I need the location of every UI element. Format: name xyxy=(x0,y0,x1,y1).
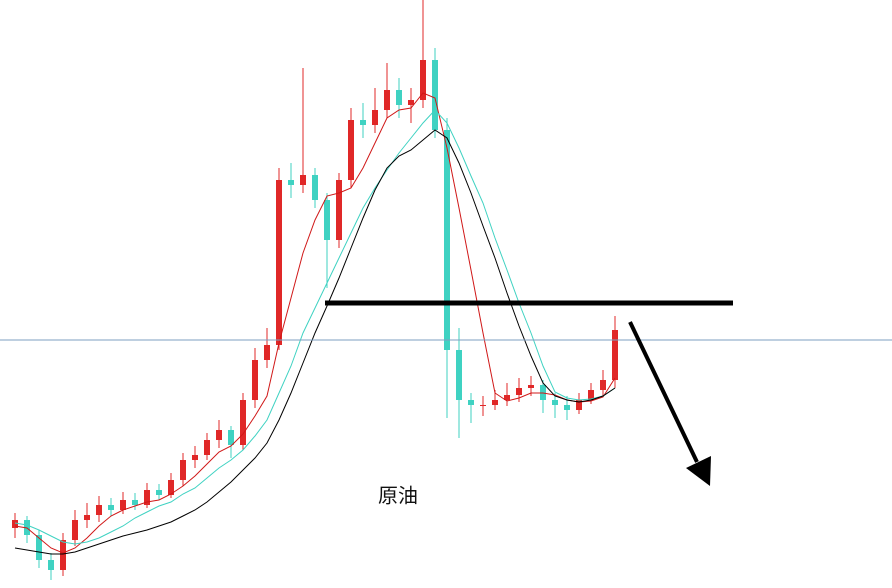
candle-body xyxy=(228,430,234,445)
candle-body xyxy=(480,405,486,406)
candle-body xyxy=(588,390,594,400)
arrow-shaft xyxy=(628,321,699,463)
candle-body xyxy=(132,500,138,505)
candle-body xyxy=(120,500,126,510)
candle-body xyxy=(492,400,498,405)
candle-body xyxy=(444,130,450,350)
candle-body xyxy=(528,385,534,388)
candle-body xyxy=(324,200,330,240)
candle-body xyxy=(60,540,66,570)
candle-body xyxy=(72,520,78,540)
moving-average xyxy=(14,109,616,545)
candle-body xyxy=(564,405,570,410)
candle-body xyxy=(420,60,426,100)
candle-body xyxy=(48,560,54,570)
candle-body xyxy=(312,175,318,200)
candle-body xyxy=(516,388,522,395)
candle-body xyxy=(36,535,42,560)
arrow-head xyxy=(686,456,711,486)
candle-body xyxy=(204,440,210,455)
candle-body xyxy=(168,480,174,495)
moving-average xyxy=(14,129,616,555)
candle-body xyxy=(576,400,582,410)
candle-body xyxy=(84,515,90,520)
candle-body xyxy=(468,400,474,405)
candle-body xyxy=(96,505,102,515)
annotation: 原油 xyxy=(378,484,418,508)
candle-body xyxy=(432,60,438,130)
candle-body xyxy=(300,175,306,185)
candle-body xyxy=(144,490,150,505)
candle-body xyxy=(348,120,354,180)
candle-body xyxy=(240,400,246,445)
candle-body xyxy=(276,180,282,345)
candle-body xyxy=(216,430,222,440)
arrow xyxy=(628,321,711,486)
candle-body xyxy=(372,110,378,125)
candle-body xyxy=(360,120,366,125)
candle-body xyxy=(288,180,294,185)
candle-body xyxy=(408,100,414,105)
candle-body xyxy=(456,350,462,400)
candle-body xyxy=(12,520,18,528)
candle-body xyxy=(504,395,510,400)
candle-body xyxy=(108,505,114,510)
candle-body xyxy=(264,345,270,360)
candle-body xyxy=(384,90,390,110)
candle-body xyxy=(336,180,342,240)
candle-body xyxy=(612,330,618,380)
candle-body xyxy=(600,380,606,390)
candle-body xyxy=(396,90,402,105)
candle-body xyxy=(180,460,186,480)
moving-average xyxy=(14,92,616,554)
candle-body xyxy=(192,455,198,460)
candle-body xyxy=(252,360,258,400)
candle-body xyxy=(552,400,558,405)
candle-body xyxy=(156,490,162,495)
